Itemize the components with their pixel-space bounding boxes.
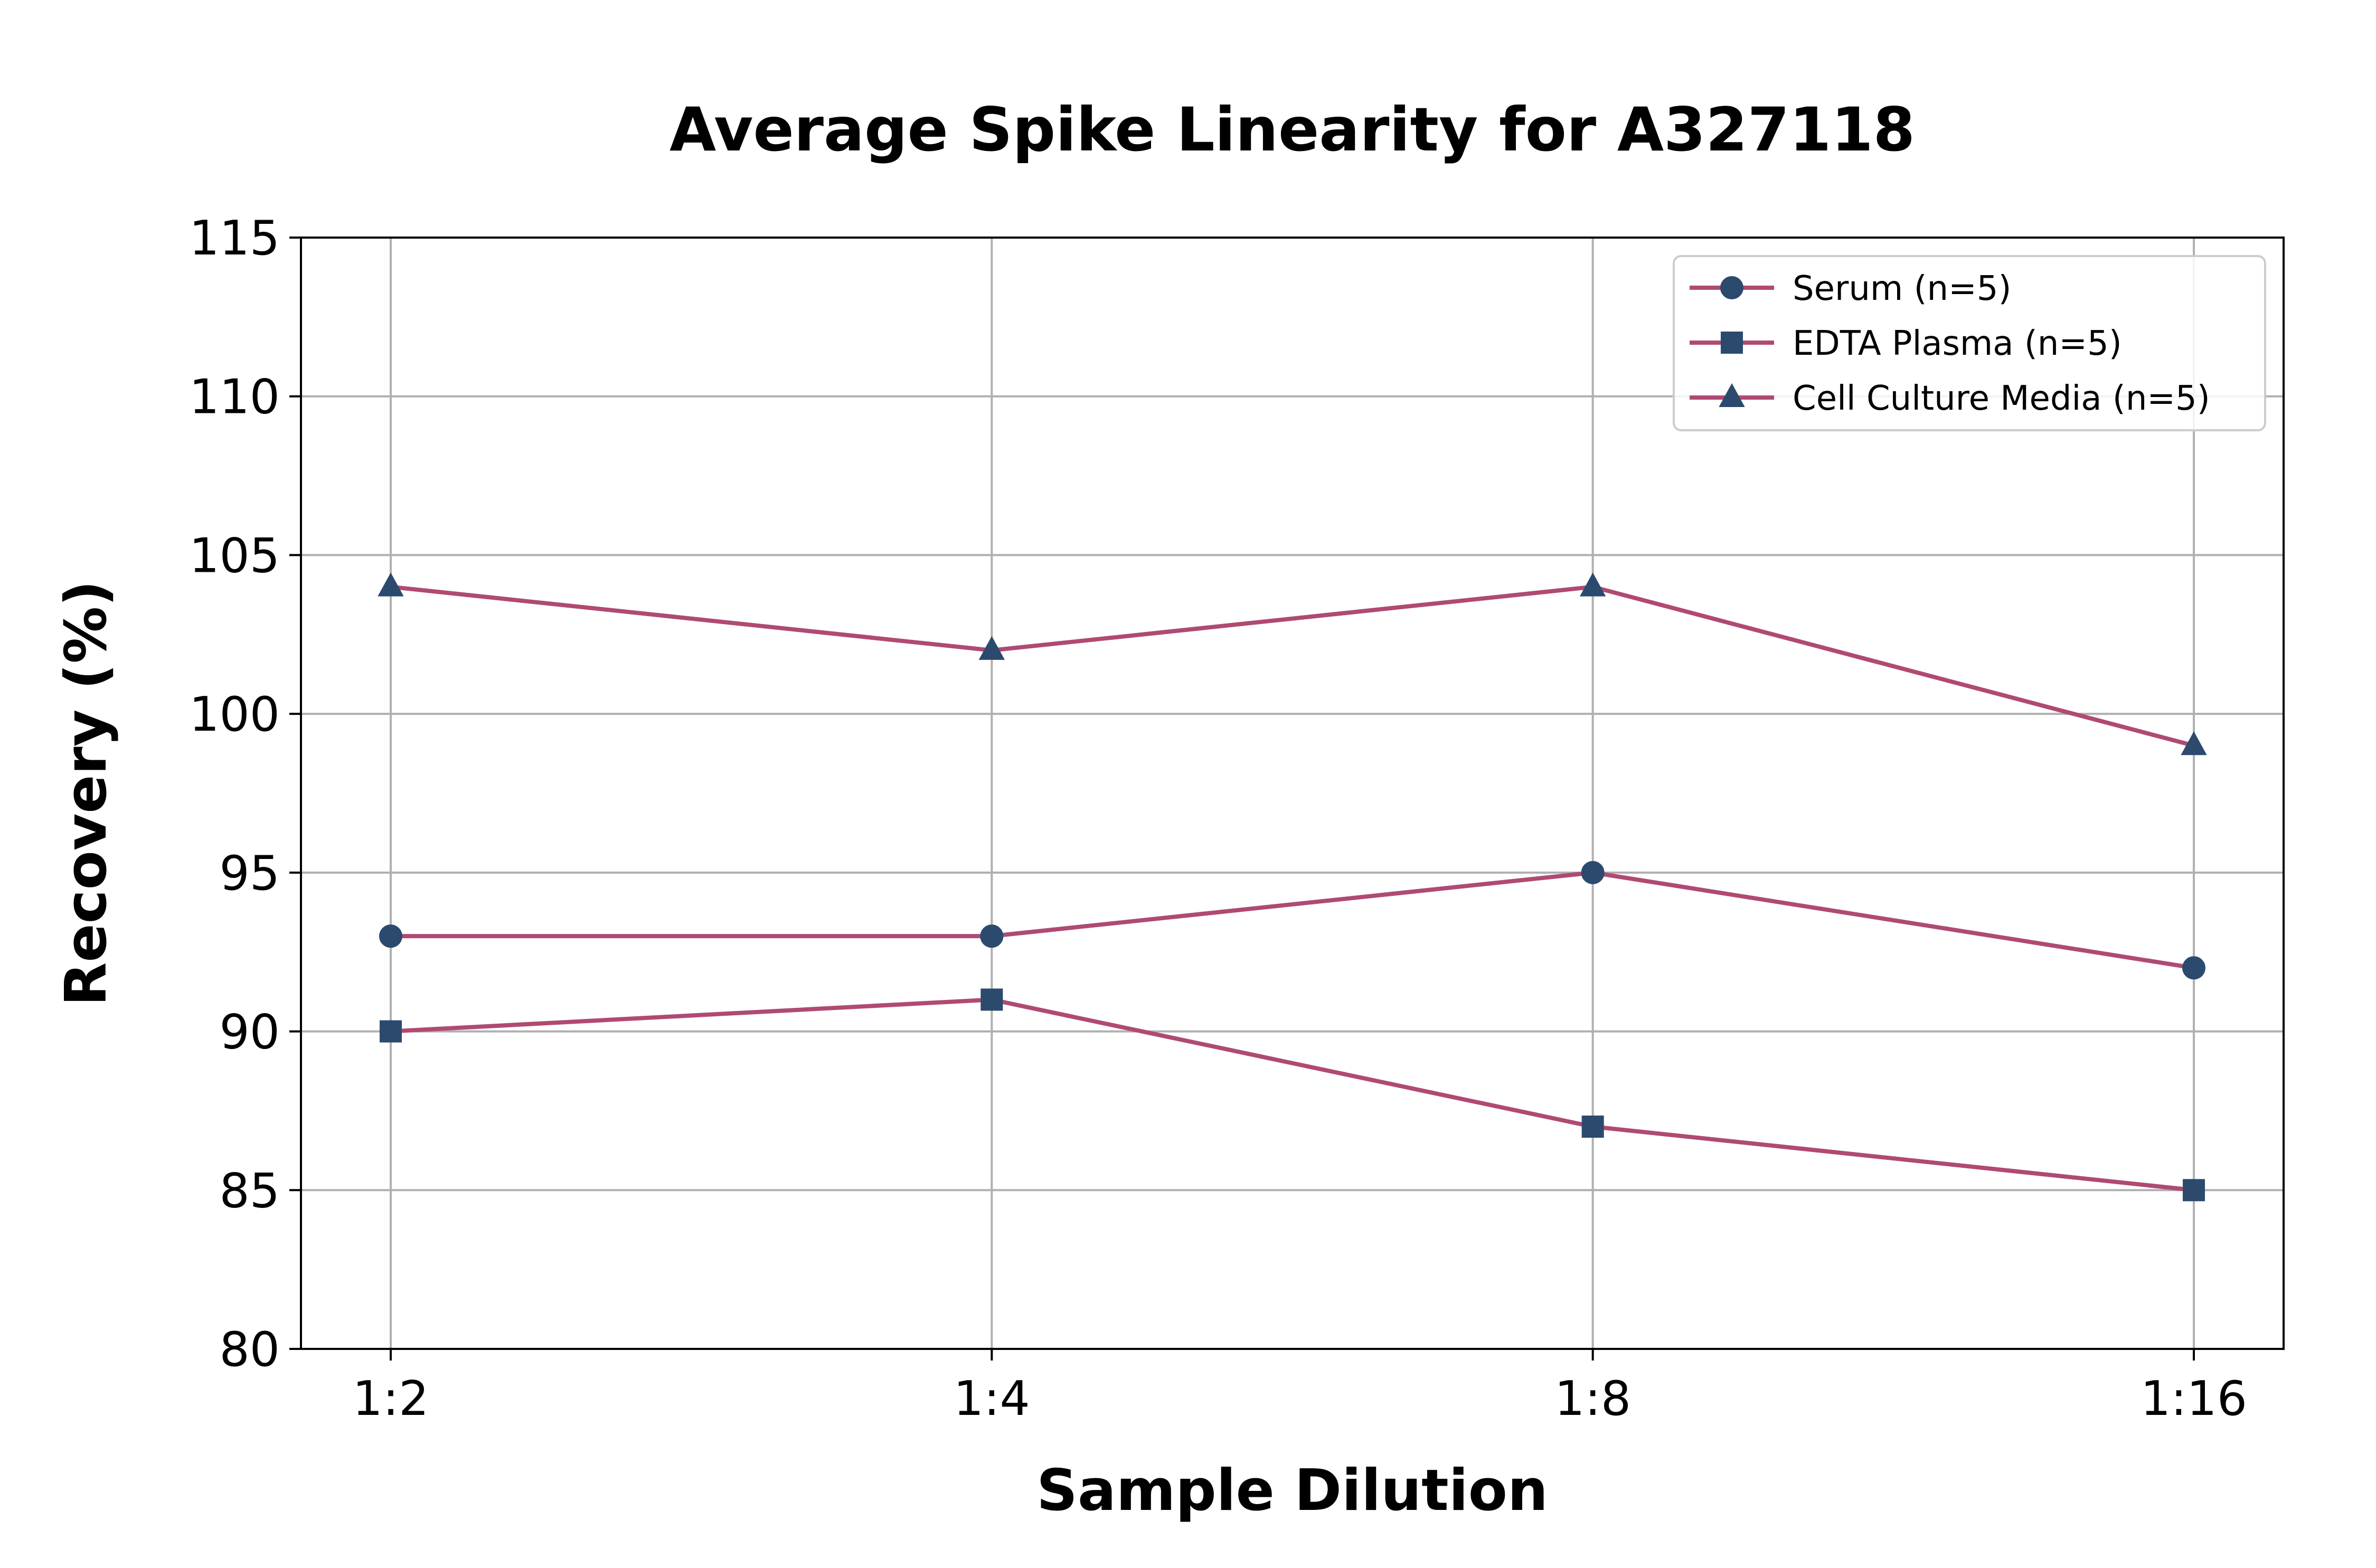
- legend: Serum (n=5) EDTA Plasma (n=5) Cell Culture…: [1673, 255, 2266, 431]
- y-tick-label: 115: [189, 211, 280, 266]
- y-tick-label: 100: [189, 687, 280, 742]
- data-point-circle: [1581, 861, 1605, 884]
- legend-marker: [1721, 332, 1743, 354]
- data-point-square: [2183, 1179, 2205, 1202]
- data-point-square: [980, 988, 1003, 1011]
- legend-item: Cell Culture Media (n=5): [1690, 379, 2210, 418]
- x-tick-label: 1:4: [954, 1371, 1030, 1427]
- series-2: [380, 988, 2205, 1202]
- data-point-triangle: [978, 636, 1005, 660]
- data-point-triangle: [378, 572, 404, 597]
- series-line: [390, 997, 2194, 1193]
- y-axis-label: Recovery (%): [53, 580, 119, 1006]
- series-line: [391, 870, 2194, 970]
- legend-label: Cell Culture Media (n=5): [1793, 379, 2210, 418]
- legend-item: Serum (n=5): [1690, 269, 2011, 308]
- y-tick-label: 90: [219, 1005, 280, 1060]
- x-tick-label: 1:16: [2141, 1371, 2247, 1427]
- y-tick-label: 110: [189, 370, 280, 425]
- data-point-circle: [379, 924, 402, 948]
- data-point-square: [380, 1020, 402, 1043]
- data-point-triangle: [1579, 572, 1606, 597]
- data-point-circle: [2182, 956, 2205, 980]
- legend-box: [1673, 255, 2266, 431]
- legend-marker: [1719, 383, 1745, 407]
- legend-label: Serum (n=5): [1793, 269, 2011, 308]
- chart-title: Average Spike Linearity for A327118: [670, 95, 1915, 165]
- y-tick-label: 95: [219, 846, 280, 901]
- series-1: [379, 861, 2205, 980]
- y-tick-label: 105: [189, 528, 280, 583]
- data-point-circle: [980, 924, 1004, 948]
- x-tick-label: 1:8: [1554, 1371, 1631, 1427]
- legend-item: EDTA Plasma (n=5): [1690, 324, 2122, 363]
- y-tick-label: 85: [219, 1163, 280, 1218]
- ticks: 80 85 90 95 100 105 110 115 1:2 1:4 1:8 1:16: [189, 211, 2247, 1427]
- x-axis-label: Sample Dilution: [1036, 1458, 1548, 1524]
- data-point-triangle: [2181, 731, 2207, 755]
- y-tick-label: 80: [219, 1322, 280, 1377]
- series-layer: [378, 572, 2207, 1202]
- x-tick-label: 1:2: [353, 1371, 429, 1427]
- series-3: [378, 572, 2207, 755]
- data-point-square: [1581, 1116, 1604, 1138]
- plot-frame: [300, 237, 2285, 1350]
- series-line: [390, 584, 2195, 748]
- legend-label: EDTA Plasma (n=5): [1793, 324, 2122, 363]
- legend-marker: [1720, 276, 1743, 299]
